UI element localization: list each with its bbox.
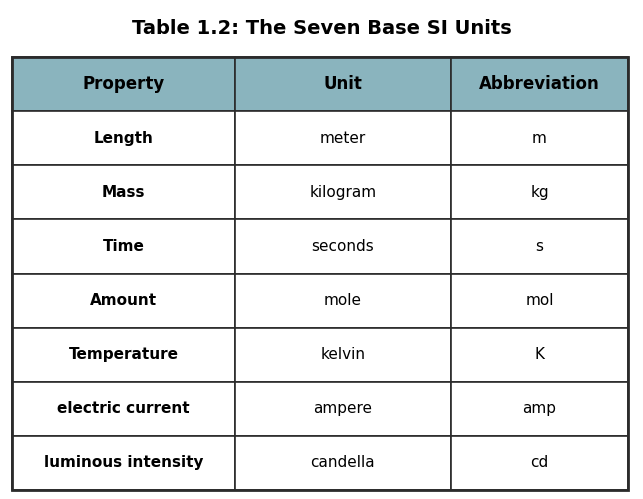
- Bar: [235, 382, 451, 436]
- Bar: [451, 273, 628, 328]
- Text: candella: candella: [311, 456, 376, 471]
- Bar: [12, 57, 628, 490]
- Text: cd: cd: [530, 456, 548, 471]
- Text: kg: kg: [530, 185, 549, 200]
- Bar: [235, 273, 451, 328]
- Text: mol: mol: [525, 293, 554, 308]
- Text: kelvin: kelvin: [320, 347, 365, 362]
- Bar: [235, 111, 451, 165]
- Text: Property: Property: [82, 75, 165, 93]
- Bar: [12, 111, 235, 165]
- Text: s: s: [536, 239, 543, 254]
- Bar: [451, 328, 628, 382]
- Text: kilogram: kilogram: [309, 185, 377, 200]
- Text: Temperature: Temperature: [68, 347, 178, 362]
- Bar: [235, 57, 451, 111]
- Text: ampere: ampere: [313, 401, 372, 416]
- Bar: [12, 57, 235, 111]
- Text: seconds: seconds: [312, 239, 374, 254]
- Text: Table 1.2: The Seven Base SI Units: Table 1.2: The Seven Base SI Units: [132, 18, 511, 37]
- Bar: [235, 328, 451, 382]
- Bar: [12, 436, 235, 490]
- Bar: [12, 273, 235, 328]
- Bar: [235, 165, 451, 220]
- Bar: [12, 165, 235, 220]
- Bar: [451, 111, 628, 165]
- Text: m: m: [532, 131, 547, 146]
- Bar: [12, 220, 235, 273]
- Text: K: K: [534, 347, 545, 362]
- Text: amp: amp: [523, 401, 557, 416]
- Text: Mass: Mass: [102, 185, 145, 200]
- Bar: [451, 382, 628, 436]
- Bar: [451, 57, 628, 111]
- Text: Abbreviation: Abbreviation: [479, 75, 600, 93]
- Text: Length: Length: [93, 131, 153, 146]
- Text: Amount: Amount: [90, 293, 157, 308]
- Text: electric current: electric current: [57, 401, 190, 416]
- Text: meter: meter: [320, 131, 366, 146]
- Text: Unit: Unit: [323, 75, 363, 93]
- Text: Time: Time: [102, 239, 144, 254]
- Bar: [451, 436, 628, 490]
- Text: luminous intensity: luminous intensity: [44, 456, 203, 471]
- Bar: [12, 328, 235, 382]
- Bar: [235, 436, 451, 490]
- Bar: [451, 165, 628, 220]
- Bar: [451, 220, 628, 273]
- Text: mole: mole: [324, 293, 362, 308]
- Bar: [12, 382, 235, 436]
- Bar: [235, 220, 451, 273]
